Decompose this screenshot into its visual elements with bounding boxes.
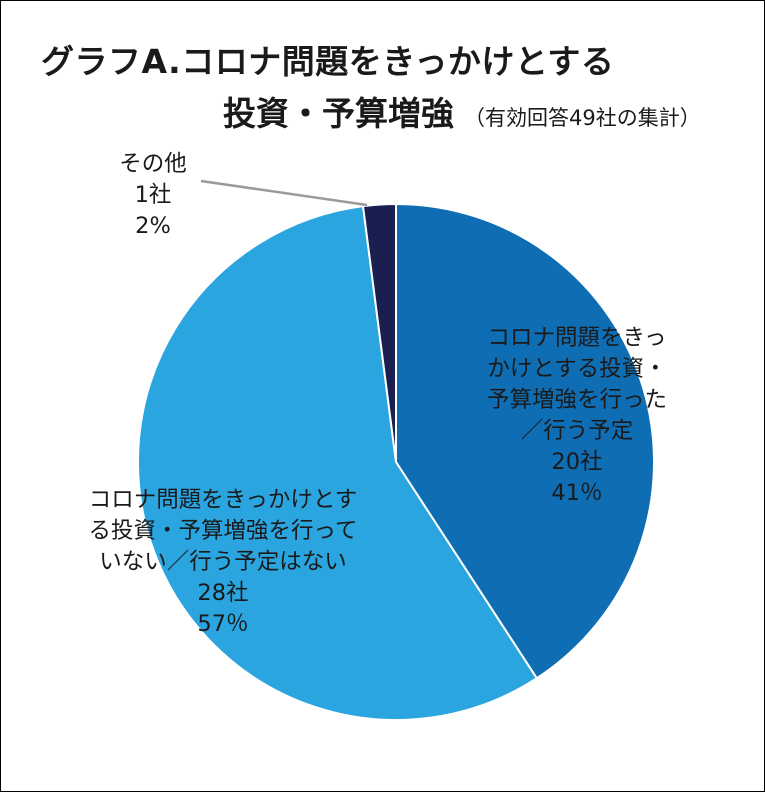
slice-percent: 41％	[551, 480, 603, 506]
slice-label-line: コロナ問題をきっかけとす	[88, 487, 358, 513]
slice-label-did-invest: コロナ問題をきっ かけとする投資・ 予算増強を行った ／行う予定 20社 41％	[447, 323, 707, 509]
pie-slice-2	[361, 202, 397, 463]
slice-label-line: その他	[119, 151, 187, 177]
slice-label-line: る投資・予算増強を行って	[88, 518, 358, 544]
chart-title-line1: グラフA.コロナ問題をきっかけとする	[41, 42, 615, 81]
slice-label-line: いない／行う予定はない	[99, 549, 347, 575]
slice-label-line: コロナ問題をきっ	[487, 325, 667, 351]
slice-count: 28社	[197, 580, 249, 606]
slice-percent: 2%	[135, 213, 171, 239]
other-leader-line	[200, 179, 368, 207]
slice-label-other: その他 1社 2%	[93, 149, 213, 242]
slice-count: 20社	[551, 449, 603, 475]
chart-title-subtitle: （有効回答49社の集計）	[464, 106, 701, 130]
slice-label-line: かけとする投資・	[487, 356, 667, 382]
chart-title-main: 投資・予算増強	[223, 94, 454, 133]
slice-label-line: 予算増強を行った	[486, 387, 667, 413]
slice-label-line: ／行う予定	[520, 418, 634, 444]
pie-slices	[137, 202, 655, 721]
pie-slice-1	[137, 204, 539, 721]
chart-title-line2: 投資・予算増強 （有効回答49社の集計）	[223, 87, 701, 135]
slice-label-not-invest: コロナ問題をきっかけとす る投資・予算増強を行って いない／行う予定はない 28…	[43, 485, 403, 640]
slice-percent: 57％	[197, 611, 249, 637]
slice-count: 1社	[134, 182, 172, 208]
